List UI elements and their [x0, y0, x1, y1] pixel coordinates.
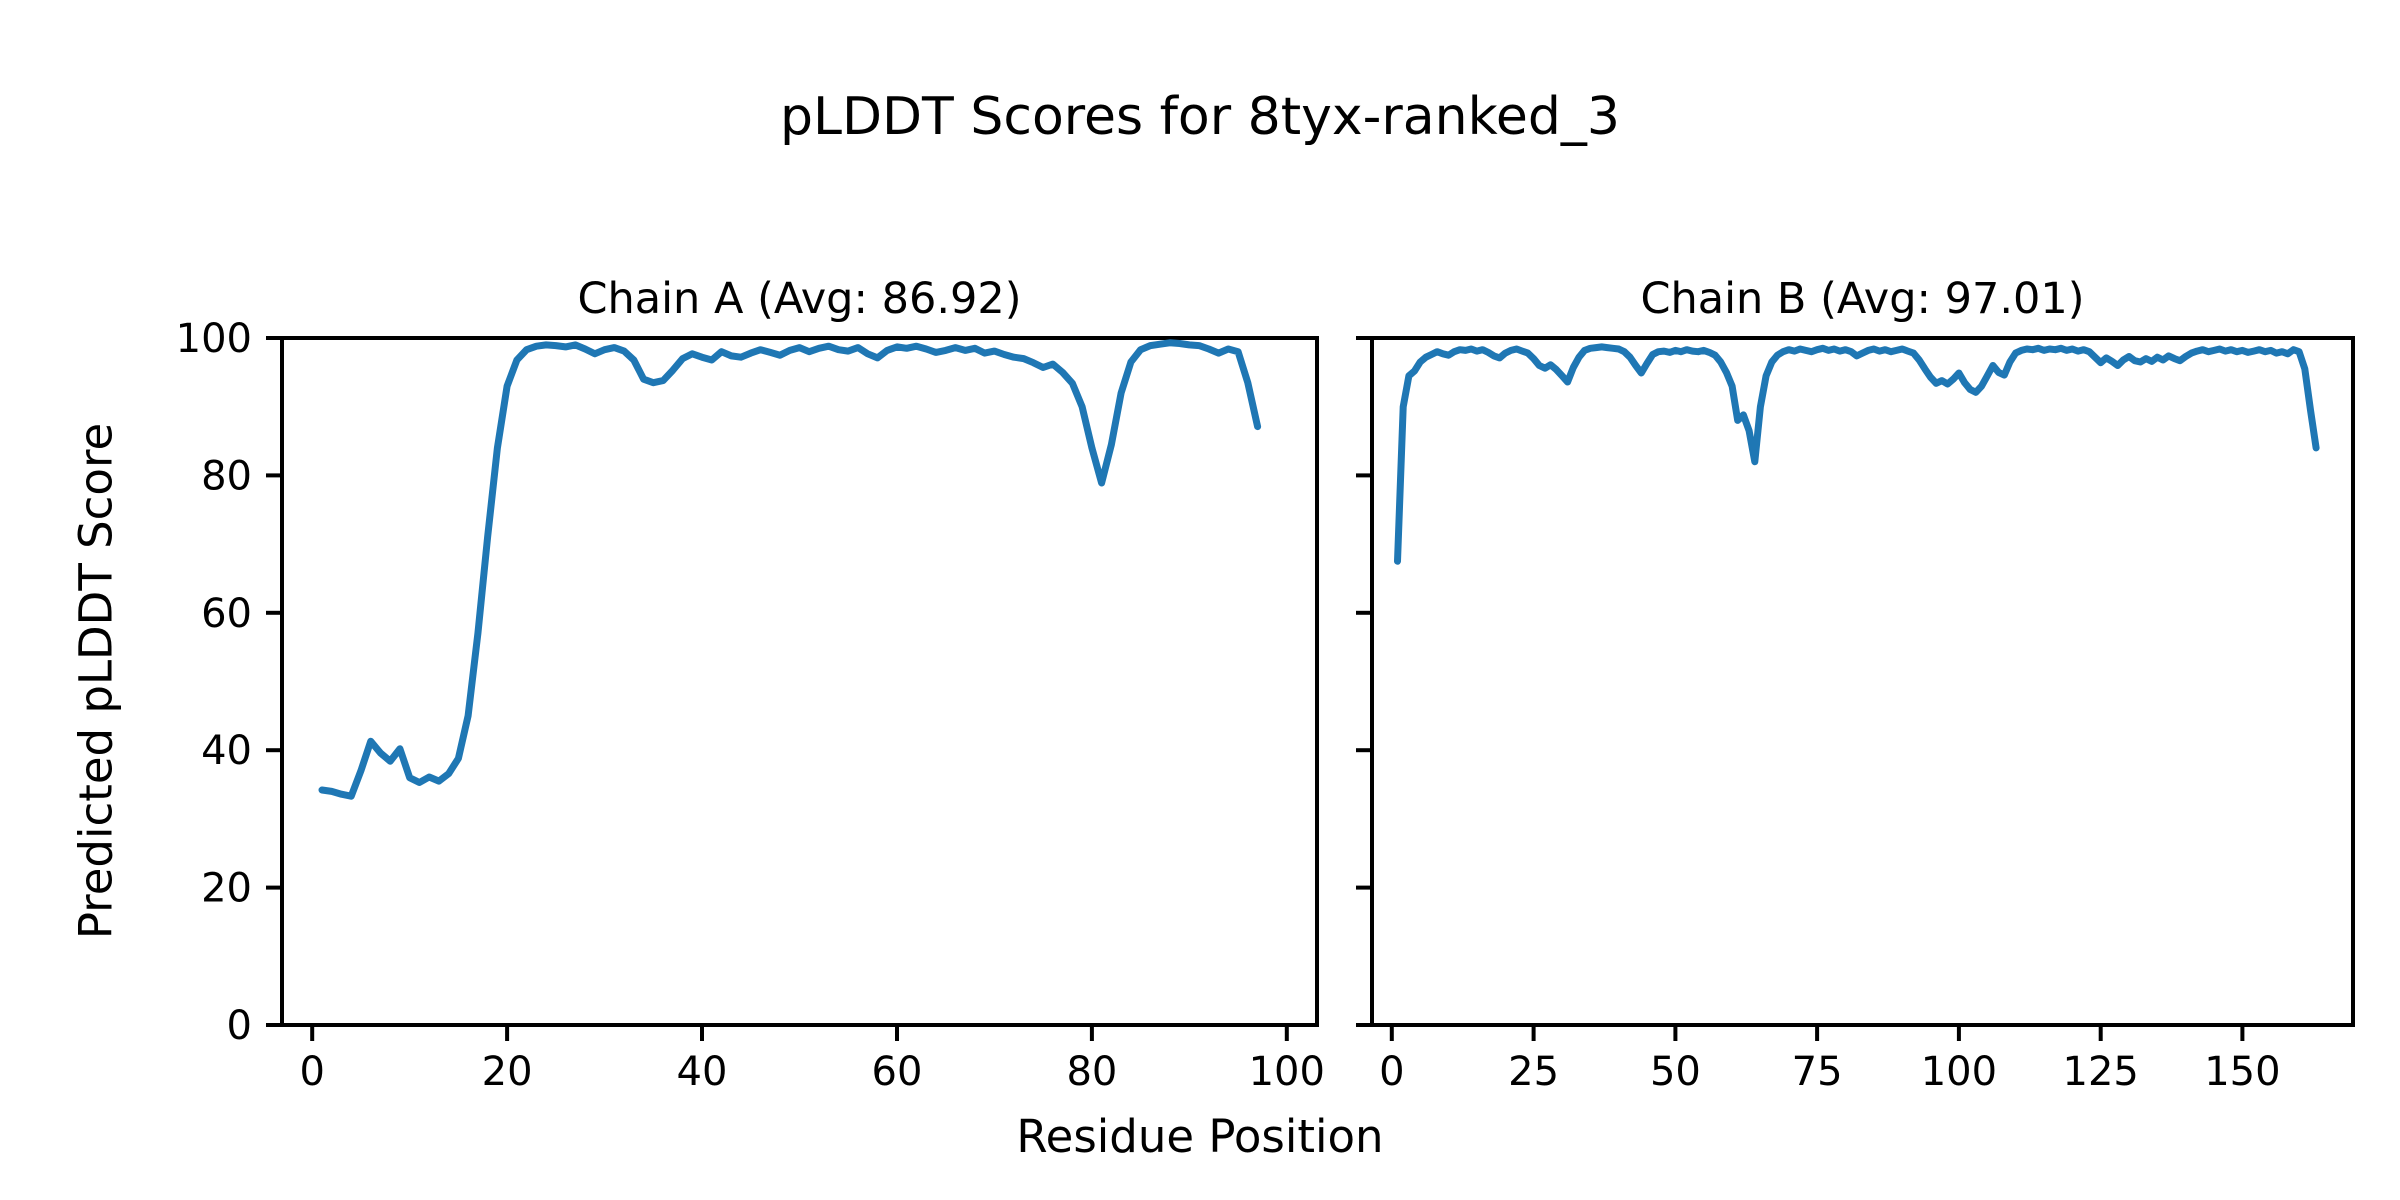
chain-a-plddt-line	[318, 339, 1262, 800]
chain-b-title: Chain B (Avg: 97.01)	[1640, 274, 2085, 324]
chain-b-x-tick-label: 0	[1379, 1049, 1404, 1095]
chain-a-x-tick-label: 80	[1066, 1049, 1117, 1095]
chain-b-x-tick-label: 75	[1792, 1049, 1843, 1095]
chain-a-y-tick-label: 40	[201, 728, 252, 774]
chain-b-plddt-line	[1394, 343, 2320, 565]
chain-b-x-tick-label: 100	[1921, 1049, 1997, 1095]
chain-b-x-tick-label: 125	[2063, 1049, 2139, 1095]
chain-a-y-tick-label: 60	[201, 591, 252, 637]
chain-b-x-tick-label: 25	[1508, 1049, 1559, 1095]
chain-b-x-tick-label: 150	[2204, 1049, 2280, 1095]
chain-a-y-tick-label: 20	[201, 866, 252, 912]
chain-a-y-tick-label: 0	[227, 1003, 252, 1049]
chain-a-x-tick-label: 60	[872, 1049, 923, 1095]
chain-a-x-tick-label: 0	[299, 1049, 324, 1095]
chain-b-x-tick-label: 50	[1650, 1049, 1701, 1095]
chain-a-axes-box	[280, 336, 1319, 1027]
chain-a-y-tick-label: 80	[201, 453, 252, 499]
chain-a-y-tick-label: 100	[176, 316, 252, 362]
chain-a-title: Chain A (Avg: 86.92)	[577, 274, 1022, 324]
chain-a-x-tick-label: 100	[1249, 1049, 1325, 1095]
chain-b-axes-box	[1370, 336, 2355, 1027]
x-axis-label: Residue Position	[1016, 1110, 1384, 1163]
figure-title: pLDDT Scores for 8tyx-ranked_3	[780, 87, 1620, 147]
chain-a-x-tick-label: 40	[677, 1049, 728, 1095]
chain-a-x-tick-label: 20	[482, 1049, 533, 1095]
